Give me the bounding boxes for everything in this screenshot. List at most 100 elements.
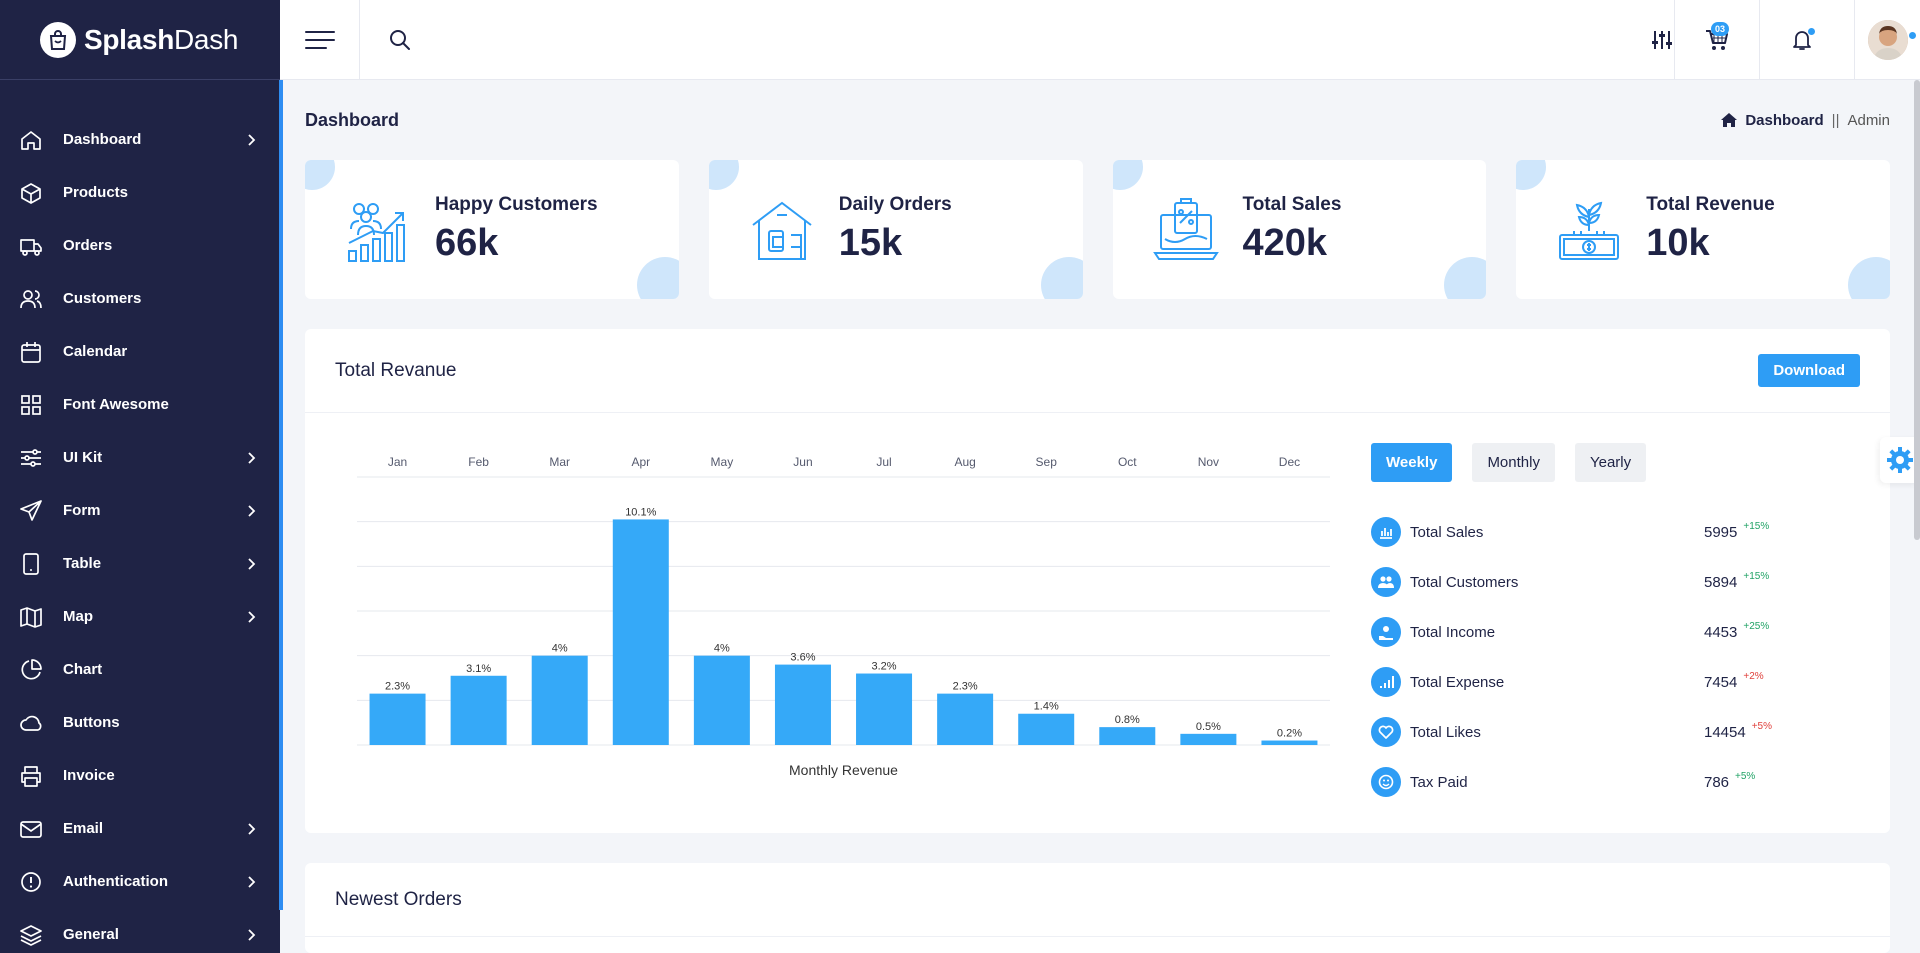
sidebar-item-chart[interactable]: Chart [0, 643, 280, 696]
stat-cards: Happy Customers 66k Daily Orders 15k [305, 160, 1890, 299]
chevron-right-icon [246, 875, 258, 888]
x-tick-label: Jun [793, 455, 812, 469]
x-tick-label: Jan [388, 455, 407, 469]
metric-value: 786 [1704, 773, 1730, 791]
logo[interactable]: SplashDash [0, 0, 280, 80]
page-scrollbar[interactable] [1914, 80, 1920, 540]
sidebar-item-label: Map [63, 608, 93, 625]
cart-count-badge: 03 [1711, 22, 1730, 36]
metric-total-likes: Total Likes 14454 +5% [1371, 707, 1801, 757]
data-label: 3.2% [872, 661, 897, 673]
sidebar-item-font-awesome[interactable]: Font Awesome [0, 378, 280, 431]
metric-label: Total Sales [1410, 523, 1484, 541]
breadcrumb: Dashboard || Admin [1721, 112, 1890, 129]
data-label: 2.3% [953, 681, 978, 693]
notifications-button[interactable] [1760, 0, 1844, 80]
metric-label: Total Likes [1410, 723, 1481, 741]
metric-delta: +5% [1735, 770, 1756, 782]
sidebar-item-authentication[interactable]: Authentication [0, 855, 280, 908]
sidebar-item-calendar[interactable]: Calendar [0, 325, 280, 378]
search-button[interactable] [385, 0, 415, 80]
user-avatar-icon [1867, 20, 1908, 60]
x-tick-label: Aug [954, 455, 975, 469]
users-icon [20, 288, 42, 310]
settings-sliders-button[interactable] [1620, 0, 1704, 80]
shop-orders-icon [752, 201, 812, 260]
x-tick-label: Apr [631, 455, 650, 469]
metric-delta: +15% [1743, 570, 1770, 582]
send-icon [20, 499, 42, 522]
sidebar-item-dashboard[interactable]: Dashboard [0, 113, 280, 166]
sidebar-item-email[interactable]: Email [0, 802, 280, 855]
tablet-icon [20, 552, 42, 575]
sliders-icon [1652, 31, 1672, 49]
bar-jul [856, 673, 913, 745]
x-tick-label: Dec [1279, 455, 1300, 469]
sidebar-item-form[interactable]: Form [0, 484, 280, 537]
cart-button[interactable]: 03 [1675, 0, 1759, 80]
online-status-dot [1909, 32, 1916, 39]
tab-monthly[interactable]: Monthly [1472, 443, 1555, 482]
hand-coin-icon [1371, 617, 1401, 647]
printer-icon [20, 765, 42, 787]
metric-label: Total Expense [1410, 673, 1505, 691]
data-label: 1.4% [1034, 701, 1059, 713]
bar-chart-icon [1371, 517, 1401, 547]
metrics-list: Total Sales 5995 +15% Total Customers 5894 +1… [1371, 507, 1801, 807]
download-button[interactable]: Download [1758, 354, 1860, 387]
data-label: 0.8% [1115, 714, 1140, 726]
data-label: 0.5% [1196, 721, 1221, 733]
x-tick-label: Sep [1036, 455, 1058, 469]
data-label: 4% [714, 643, 730, 655]
bar-may [693, 655, 750, 745]
gear-icon [1887, 447, 1913, 473]
x-tick-label: Mar [549, 455, 570, 469]
metric-value: 5894 [1704, 573, 1738, 591]
monthly-revenue-chart: Jan 2.3% Feb 3.1% Mar 4% Apr 10.1% May 4% Jun 3.6% J… [357, 455, 1330, 778]
newest-orders-card: Newest Orders [305, 863, 1890, 953]
sidebar-item-label: Products [63, 184, 129, 201]
sidebar-item-label: Authentication [63, 873, 168, 890]
bar-sep [1018, 713, 1075, 745]
metric-total-customers: Total Customers 5894 +15% [1371, 557, 1801, 607]
map-icon [20, 606, 42, 628]
sidebar-item-products[interactable]: Products [0, 166, 280, 219]
sidebar-item-invoice[interactable]: Invoice [0, 749, 280, 802]
sidebar-item-table[interactable]: Table [0, 537, 280, 590]
growth-customers-icon [348, 202, 405, 262]
sidebar-item-label: Chart [63, 661, 103, 678]
sidebar-item-map[interactable]: Map [0, 590, 280, 643]
sidebar-item-customers[interactable]: Customers [0, 272, 280, 325]
shopping-bag-logo-icon [40, 21, 76, 58]
main-content: Dashboard Dashboard || Admin Happy Custo… [305, 80, 1890, 953]
layers-icon [20, 924, 42, 946]
tab-yearly[interactable]: Yearly [1574, 443, 1647, 482]
revenue-card-title: Total Revanue [335, 359, 457, 381]
signal-icon [1371, 667, 1401, 697]
breadcrumb-separator: || [1831, 111, 1840, 129]
sidebar-item-orders[interactable]: Orders [0, 219, 280, 272]
period-tabs: Weekly Monthly Yearly [1371, 443, 1647, 482]
sidebar-item-buttons[interactable]: Buttons [0, 696, 280, 749]
bar-jan [369, 693, 426, 745]
stat-card-daily-orders: Daily Orders 15k [708, 160, 1083, 299]
theme-settings-button[interactable] [1880, 437, 1920, 483]
profile-button[interactable] [1855, 0, 1920, 80]
data-label: 10.1% [625, 506, 656, 518]
sidebar-item-label: Calendar [63, 343, 128, 360]
tab-weekly[interactable]: Weekly [1371, 443, 1453, 482]
avatar [1867, 20, 1908, 60]
data-label: 3.1% [466, 663, 491, 675]
sidebar-scrollbar[interactable] [279, 80, 283, 910]
sidebar-item-ui-kit[interactable]: UI Kit [0, 431, 280, 484]
sidebar-item-general[interactable]: General [0, 908, 280, 953]
breadcrumb-home[interactable]: Dashboard [1745, 111, 1824, 129]
chevron-right-icon [246, 928, 258, 941]
menu-toggle-button[interactable] [300, 0, 340, 80]
sidebar-item-label: Table [63, 555, 102, 572]
newest-orders-header: Newest Orders [305, 863, 1890, 937]
sidebar-item-label: General [63, 926, 119, 943]
hamburger-icon [305, 31, 335, 49]
revenue-card-body: Jan 2.3% Feb 3.1% Mar 4% Apr 10.1% May 4% Jun 3.6% J… [305, 413, 1890, 833]
metric-delta: +25% [1743, 620, 1770, 632]
